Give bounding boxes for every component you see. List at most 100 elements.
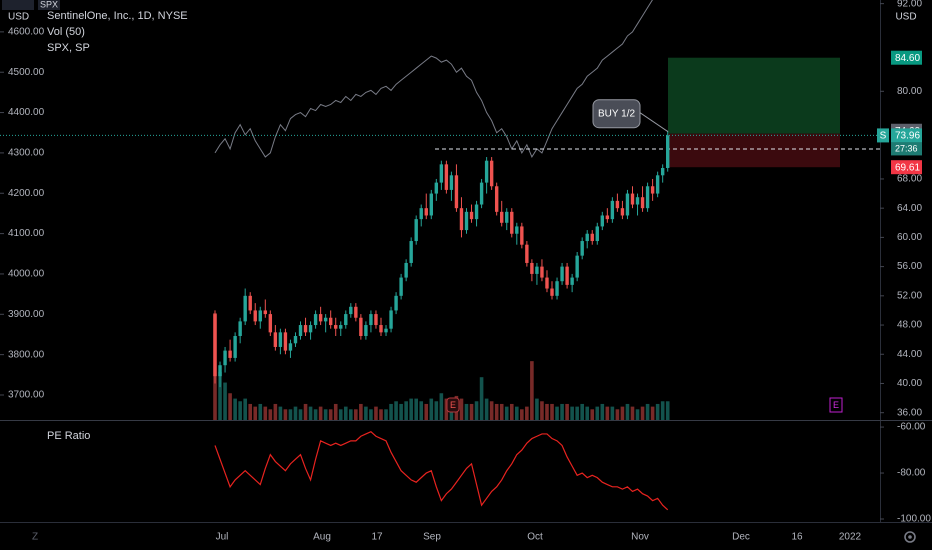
y2-tick-label: 4200.00 bbox=[8, 188, 45, 199]
x-tick-label: 17 bbox=[371, 532, 383, 543]
volume-bar bbox=[419, 401, 424, 420]
y2-tick-label: 4000.00 bbox=[8, 269, 45, 280]
candle-body bbox=[238, 321, 242, 336]
volume-bar bbox=[243, 398, 247, 420]
candle-body bbox=[540, 266, 544, 278]
y2-tick-label: 4300.00 bbox=[8, 148, 45, 159]
volume-bar bbox=[434, 401, 439, 420]
candle-body bbox=[479, 182, 484, 205]
candle-body bbox=[429, 193, 433, 216]
candle-body bbox=[303, 325, 308, 333]
candle-body bbox=[414, 219, 418, 242]
price-label-box bbox=[891, 50, 922, 65]
volume-bar bbox=[665, 401, 670, 420]
y2-tick-label: 3700.00 bbox=[8, 390, 45, 401]
x-tick-label: Sep bbox=[423, 532, 441, 543]
volume-bar bbox=[424, 403, 429, 420]
callout-label: BUY 1/2 bbox=[598, 108, 635, 119]
candle-body bbox=[630, 193, 635, 205]
candle-body bbox=[666, 135, 670, 168]
volume-bar bbox=[660, 401, 665, 420]
x-tick-label: Nov bbox=[631, 532, 649, 543]
earnings-marker[interactable] bbox=[446, 397, 460, 413]
candle-body bbox=[328, 317, 333, 326]
volume-bar bbox=[655, 403, 660, 420]
candle-body bbox=[339, 325, 343, 329]
earnings-marker[interactable] bbox=[829, 397, 843, 413]
volume-bar bbox=[258, 403, 263, 420]
candle-body bbox=[484, 160, 489, 183]
earnings-label: E bbox=[833, 400, 839, 410]
volume-bar bbox=[535, 398, 539, 420]
overlay-line bbox=[214, 0, 653, 159]
volume-bar bbox=[313, 409, 318, 420]
candle-body bbox=[223, 350, 227, 366]
volume-bar bbox=[469, 403, 474, 420]
candle-body bbox=[323, 317, 328, 322]
volume-bar bbox=[268, 409, 273, 420]
volume-bar bbox=[555, 406, 559, 420]
volume-bar bbox=[379, 409, 383, 420]
volume-bar bbox=[409, 398, 413, 420]
volume-bar bbox=[444, 398, 449, 420]
candle-body bbox=[560, 266, 564, 282]
overlay-legend[interactable]: SPX, SP bbox=[47, 42, 90, 54]
volume-bar bbox=[585, 406, 590, 420]
y2-tick-label: 4400.00 bbox=[8, 107, 45, 118]
y-tick-label: 60.00 bbox=[897, 232, 922, 243]
countdown-box bbox=[891, 142, 922, 156]
pe-legend[interactable]: PE Ratio bbox=[47, 430, 90, 442]
volume-bar bbox=[238, 401, 242, 420]
volume-bar bbox=[288, 409, 293, 420]
candle-body bbox=[464, 211, 469, 231]
candle-body bbox=[635, 197, 640, 205]
volume-bar bbox=[499, 403, 504, 420]
volume-bar bbox=[484, 398, 489, 420]
candle-body bbox=[364, 325, 368, 336]
volume-bar bbox=[439, 393, 444, 420]
candle-body bbox=[575, 255, 579, 278]
candle-body bbox=[530, 262, 534, 274]
candle-body bbox=[394, 295, 398, 311]
volume-bar bbox=[369, 409, 373, 420]
candle-body bbox=[283, 332, 288, 351]
volume-bar bbox=[575, 406, 579, 420]
volume-bar bbox=[333, 403, 338, 420]
candle-body bbox=[555, 281, 559, 296]
volume-bar bbox=[364, 406, 368, 420]
y-tick-label: 56.00 bbox=[897, 261, 922, 272]
pe-line bbox=[214, 430, 669, 511]
candle-body bbox=[389, 310, 393, 329]
price-label-box bbox=[891, 128, 922, 143]
volume-legend[interactable]: Vol (50) bbox=[47, 26, 85, 38]
price-label: 69.61 bbox=[895, 162, 920, 173]
volume-bar bbox=[399, 403, 403, 420]
x-tick-label: Dec bbox=[732, 532, 750, 543]
timezone-icon[interactable]: Z bbox=[32, 532, 38, 543]
earnings-label: E bbox=[450, 400, 456, 410]
candle-body bbox=[258, 310, 262, 322]
volume-bar bbox=[474, 401, 479, 420]
candle-body bbox=[354, 306, 358, 318]
candle-body bbox=[359, 317, 363, 336]
volume-bar bbox=[520, 409, 524, 420]
candle-body bbox=[318, 314, 323, 322]
settings-icon[interactable] bbox=[904, 531, 916, 543]
candle-body bbox=[228, 350, 232, 358]
x-tick-label: Aug bbox=[313, 532, 331, 543]
candle-body bbox=[545, 277, 549, 289]
volume-bar bbox=[590, 409, 595, 420]
candle-body bbox=[288, 343, 293, 351]
candle-body bbox=[349, 306, 353, 315]
volume-bar bbox=[630, 406, 635, 420]
countdown: 27:36 bbox=[895, 143, 918, 153]
candle-body bbox=[565, 266, 569, 285]
chart-title[interactable]: SentinelOne, Inc., 1D, NYSE bbox=[47, 10, 188, 22]
volume-bar bbox=[525, 406, 529, 420]
y-tick-label: 64.00 bbox=[897, 203, 922, 214]
callout-pointer bbox=[639, 112, 669, 133]
candle-body bbox=[640, 197, 645, 209]
volume-bar bbox=[595, 406, 600, 420]
callout-box bbox=[592, 99, 641, 129]
